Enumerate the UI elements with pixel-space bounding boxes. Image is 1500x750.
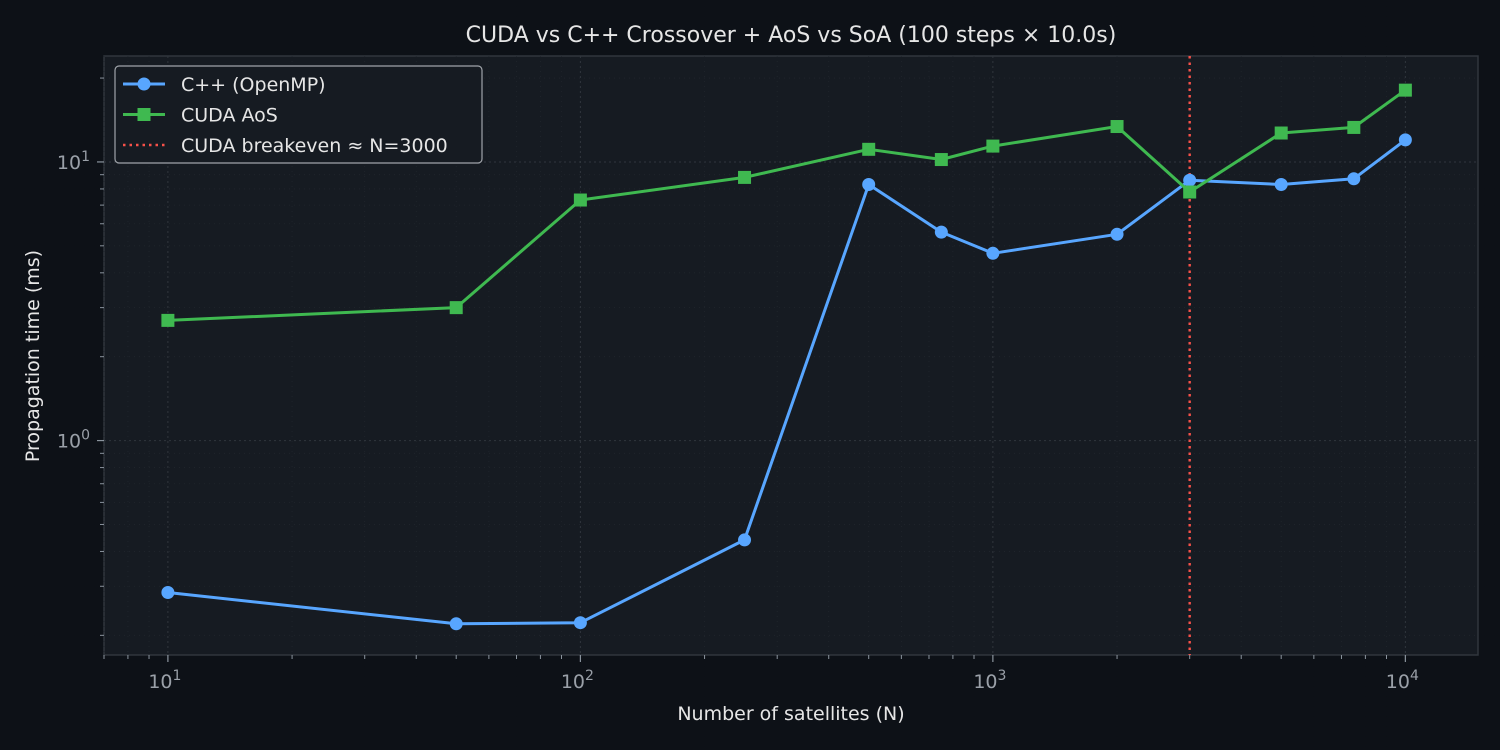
legend-item: C++ (OpenMP) xyxy=(123,74,326,96)
data-point xyxy=(862,142,876,156)
data-point xyxy=(1347,172,1361,186)
data-point xyxy=(1398,83,1412,97)
data-point xyxy=(161,585,175,599)
data-point xyxy=(934,225,948,239)
series-group xyxy=(161,83,1412,631)
x-tick-label: 103 xyxy=(973,668,1006,693)
legend-items: C++ (OpenMP) CUDA AoS CUDA breakeven ≈ N=3… xyxy=(123,74,448,157)
data-point xyxy=(1398,133,1412,147)
legend-label: C++ (OpenMP) xyxy=(181,74,326,96)
legend: C++ (OpenMP) CUDA AoS CUDA breakeven ≈ N=3… xyxy=(114,65,483,164)
series-1 xyxy=(161,83,1412,327)
legend-swatch-marker xyxy=(137,77,151,91)
data-point xyxy=(1183,173,1197,187)
data-point xyxy=(573,616,587,630)
minor-ticks xyxy=(100,77,1387,659)
legend-swatch-marker xyxy=(137,108,151,121)
data-point xyxy=(986,139,1000,153)
data-point xyxy=(1347,120,1361,134)
data-point xyxy=(449,617,463,631)
y-axis-ticks: 100 101 xyxy=(57,149,104,453)
series-0 xyxy=(161,133,1412,631)
legend-box xyxy=(114,65,483,164)
data-point xyxy=(573,193,587,207)
data-point xyxy=(1110,227,1124,241)
series-line xyxy=(167,138,1407,626)
data-point xyxy=(738,533,752,547)
data-point xyxy=(862,177,876,191)
x-tick-label: 104 xyxy=(1386,668,1419,693)
y-tick-label: 101 xyxy=(57,149,90,174)
legend-item: CUDA AoS xyxy=(123,105,278,127)
data-point xyxy=(738,170,752,184)
x-tick-label: 101 xyxy=(148,668,181,693)
legend-item: CUDA breakeven ≈ N=3000 xyxy=(123,135,448,157)
y-tick-label: 100 xyxy=(57,428,90,453)
data-point xyxy=(1110,120,1124,134)
data-point xyxy=(1274,177,1288,191)
x-axis-label: Number of satellites (N) xyxy=(677,703,904,725)
y-axis-label: Propagation time (ms) xyxy=(22,250,44,462)
legend-label: CUDA AoS xyxy=(181,105,278,127)
grid-lines xyxy=(103,56,1478,655)
x-tick-label: 102 xyxy=(561,668,594,693)
data-point xyxy=(1274,126,1288,140)
legend-label: CUDA breakeven ≈ N=3000 xyxy=(181,135,448,157)
data-point xyxy=(449,301,463,315)
series-line xyxy=(167,88,1407,322)
data-point xyxy=(934,153,948,167)
data-point xyxy=(1183,185,1197,199)
data-point xyxy=(986,246,1000,260)
chart-title: CUDA vs C++ Crossover + AoS vs SoA (100 … xyxy=(466,23,1117,48)
data-point xyxy=(161,313,175,327)
x-axis-ticks: 101 102 103 104 xyxy=(148,655,1419,693)
